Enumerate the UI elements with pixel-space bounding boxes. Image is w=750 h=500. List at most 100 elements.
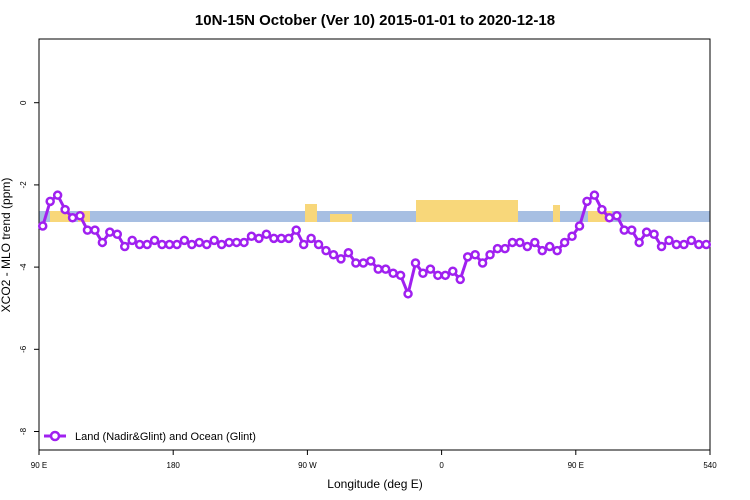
data-point: [649, 229, 659, 239]
y-tick-label: -2: [19, 181, 28, 189]
data-point: [582, 196, 592, 207]
data-point: [410, 258, 421, 268]
data-point: [567, 231, 577, 242]
data-point: [82, 225, 93, 235]
data-point: [492, 243, 503, 254]
data-point: [403, 289, 413, 299]
data-point: [37, 221, 48, 231]
data-point: [604, 213, 615, 223]
data-point: [224, 237, 234, 248]
data-point: [395, 270, 406, 281]
data-point: [358, 258, 369, 268]
data-point: [45, 196, 55, 207]
x-tick-label: 90 E: [568, 461, 584, 470]
y-axis-title: XCO2 - MLO trend (ppm): [0, 178, 13, 313]
data-point: [209, 235, 219, 246]
data-point: [306, 233, 316, 244]
data-point: [664, 235, 674, 246]
data-point: [448, 266, 458, 276]
data-point: [589, 190, 600, 200]
data-point: [418, 268, 428, 279]
data-point: [626, 225, 637, 235]
data-point: [216, 239, 227, 250]
land-patch: [588, 211, 612, 222]
y-tick-label: -6: [19, 345, 28, 353]
data-point: [530, 237, 540, 248]
data-point: [366, 256, 376, 266]
data-point: [298, 239, 309, 250]
data-point: [269, 233, 279, 244]
data-point: [351, 258, 361, 268]
land-patch: [330, 214, 352, 222]
x-tick-label: 0: [439, 461, 444, 470]
data-point: [433, 270, 443, 281]
data-point: [455, 274, 465, 285]
x-axis-title: Longitude (deg E): [327, 477, 422, 491]
data-point: [559, 237, 570, 248]
data-point: [231, 237, 242, 248]
data-point: [343, 247, 354, 258]
data-point: [507, 237, 518, 248]
data-point: [470, 250, 480, 260]
data-point: [172, 239, 182, 250]
data-point: [134, 239, 145, 250]
data-point: [679, 239, 689, 250]
data-point: [671, 239, 682, 250]
y-tick-label: -4: [19, 263, 28, 271]
data-point: [388, 268, 398, 279]
data-point: [276, 233, 287, 244]
data-point: [239, 237, 249, 248]
legend: Land (Nadir&Glint) and Ocean (Glint): [44, 430, 256, 443]
data-point: [321, 245, 331, 256]
data-point: [380, 264, 391, 274]
data-point: [284, 233, 294, 244]
data-point: [60, 204, 70, 215]
ocean-band: [39, 211, 710, 222]
data-point: [619, 225, 630, 235]
data-point: [246, 231, 257, 242]
data-point: [261, 229, 272, 239]
data-point: [477, 258, 488, 268]
data-point: [142, 239, 152, 250]
land-patch: [553, 205, 560, 222]
data-point: [119, 241, 130, 252]
data-point: [612, 210, 622, 221]
data-point: [67, 213, 78, 223]
legend-label: Land (Nadir&Glint) and Ocean (Glint): [75, 431, 256, 443]
land-patch: [416, 200, 518, 222]
data-point: [164, 239, 175, 250]
data-point: [202, 239, 212, 250]
data-point: [686, 235, 697, 246]
data-point: [291, 225, 301, 235]
y-tick-label: 0: [19, 100, 28, 105]
data-point: [574, 221, 585, 231]
data-point: [544, 241, 555, 252]
data-point: [552, 245, 562, 256]
data-point: [515, 237, 525, 248]
data-point: [500, 243, 510, 254]
data-point: [187, 239, 197, 250]
data-point: [597, 204, 607, 215]
data-point: [90, 225, 100, 235]
x-tick-label: 180: [167, 461, 181, 470]
data-point: [425, 264, 436, 274]
data-point: [656, 241, 667, 252]
legend-marker: [49, 430, 61, 442]
data-point: [179, 235, 190, 246]
data-point: [112, 229, 123, 239]
y-tick-label: -8: [19, 427, 28, 435]
data-point: [634, 237, 644, 248]
data-point: [522, 241, 533, 252]
data-point: [157, 239, 167, 250]
data-point: [75, 210, 85, 221]
data-point: [485, 250, 495, 260]
data-point: [328, 250, 339, 260]
x-tick-label: 90 E: [31, 461, 47, 470]
data-point: [336, 254, 346, 264]
data-point: [149, 235, 160, 246]
x-tick-label: 90 W: [298, 461, 317, 470]
data-point: [694, 239, 704, 250]
data-point: [97, 237, 108, 248]
